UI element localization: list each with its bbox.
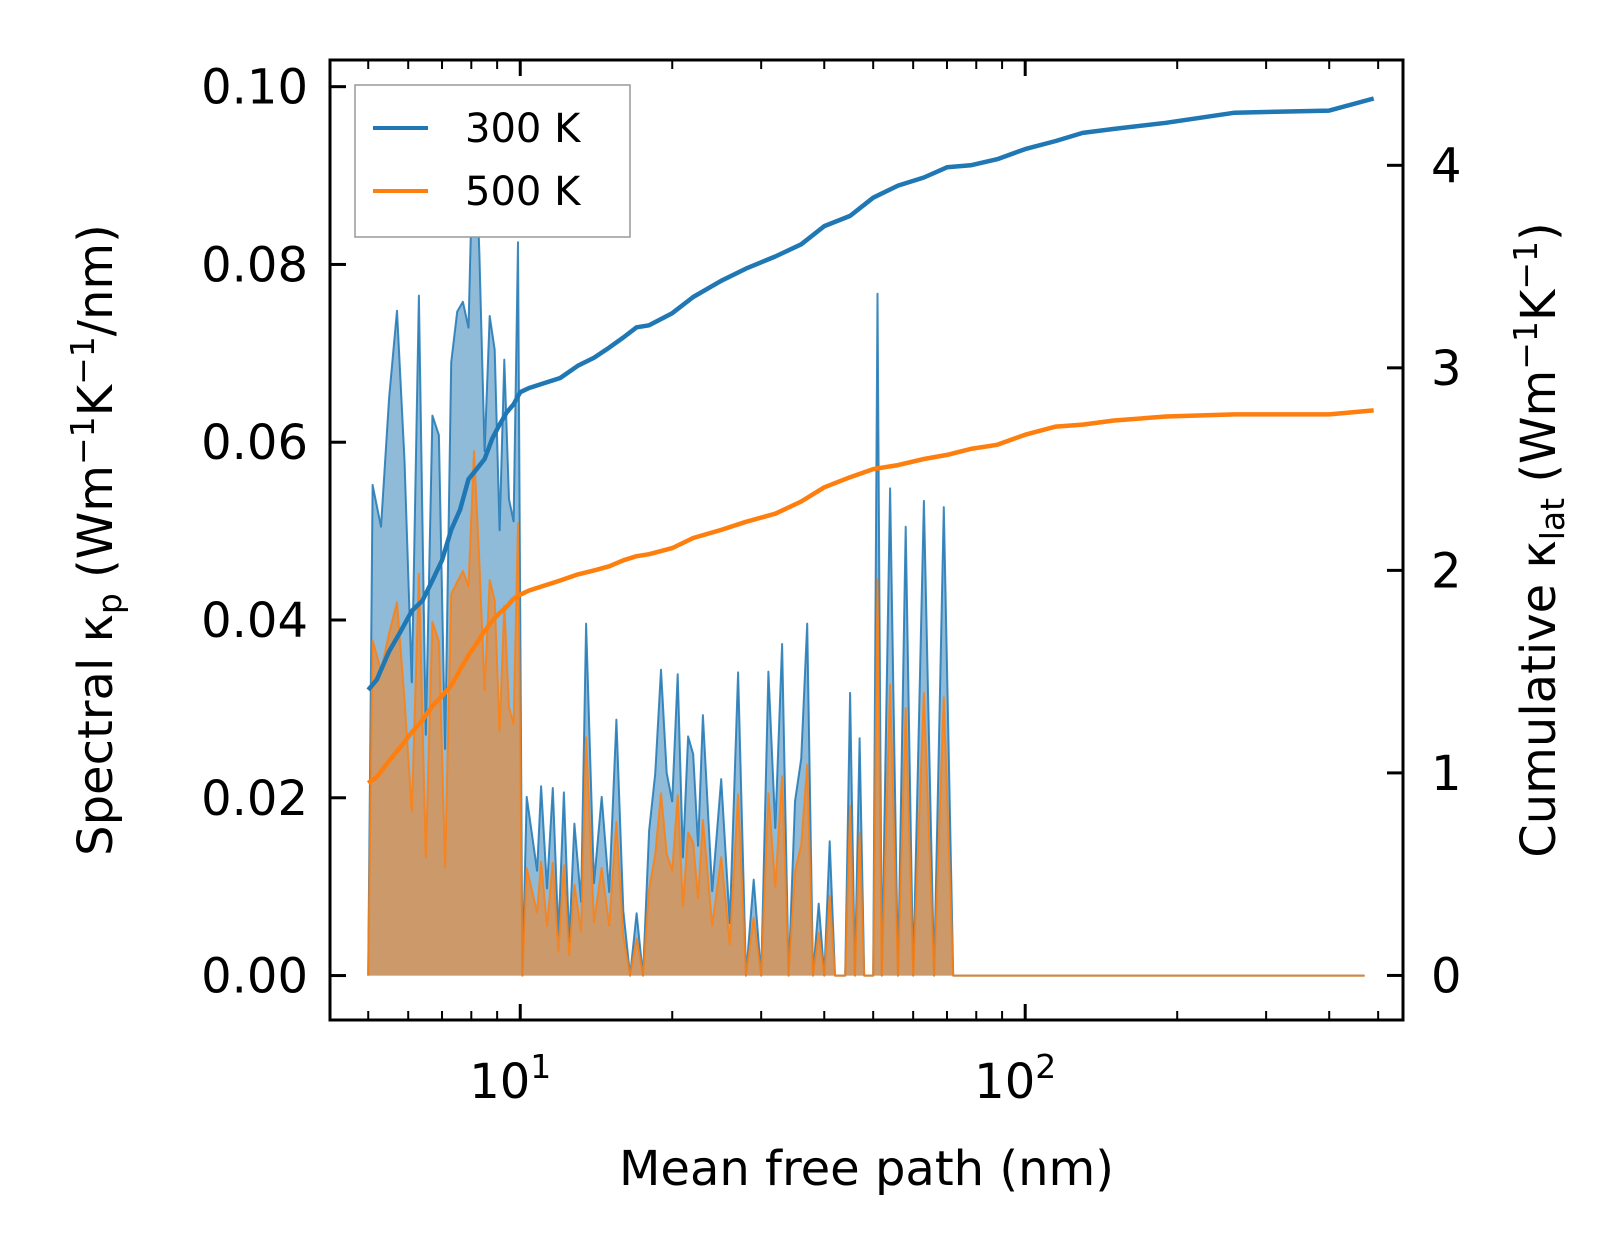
cumulative-series-group: [366, 96, 1375, 785]
x-axis-label: Mean free path (nm): [619, 1141, 1114, 1197]
y-left-tick-label: 0.08: [201, 237, 308, 293]
y-right-tick-label: 0: [1431, 948, 1462, 1004]
y-axis-label-right: Cumulative κlat (Wm−1K−1): [1506, 222, 1572, 858]
y-left-tick-label: 0.04: [201, 593, 308, 649]
ylabel-right-main: Cumulative κ: [1511, 540, 1567, 858]
x-tick-label: 102: [974, 1047, 1056, 1110]
plot-frame: [328, 58, 1405, 1022]
y-left-tick-label: 0.10: [201, 60, 308, 116]
legend: 300 K 500 K: [354, 84, 631, 238]
ylabel-left-main: Spectral κ: [68, 614, 124, 856]
y-right-tick-label: 4: [1431, 138, 1462, 194]
y-right-tick-label: 3: [1431, 341, 1462, 397]
ylabel-left-sub: p: [90, 593, 129, 614]
legend-label-500k: 500 K: [465, 169, 582, 215]
ylabel-right-unit-close: ): [1511, 222, 1567, 241]
y-right-tick-label: 2: [1431, 543, 1462, 599]
axis-ticks: 101 102 0.00 0.02 0.04 0.06 0.08 0.10 0 1 2 3 4: [201, 60, 1461, 1110]
cumulative-line-500k: [366, 408, 1374, 785]
ylabel-right-sup1: −1: [1506, 321, 1545, 370]
cumulative-line-300k: [366, 96, 1375, 692]
ylabel-left-unit-open: (Wm: [68, 465, 124, 593]
ylabel-left-sup1: −1: [63, 416, 102, 465]
x-tick-label: 101: [469, 1047, 551, 1110]
ylabel-right-unit-open: (Wm: [1511, 370, 1567, 498]
y-right-tick-label: 1: [1431, 746, 1462, 802]
legend-label-300k: 300 K: [465, 106, 582, 152]
y-left-tick-label: 0.00: [201, 949, 308, 1005]
legend-box: [354, 84, 631, 238]
ylabel-left-sup2: −1: [63, 336, 102, 385]
ylabel-right-k: K: [1511, 288, 1567, 321]
ylabel-right-sub: lat: [1533, 498, 1572, 540]
ylabel-left-k: K: [68, 383, 124, 416]
ylabel-right-sup2: −1: [1506, 241, 1545, 290]
y-left-tick-label: 0.06: [201, 415, 308, 471]
ylabel-left-unit-close: /nm): [68, 224, 124, 336]
y-axis-label-left: Spectral κp (Wm−1K−1/nm): [63, 224, 129, 856]
spectral-series-group: [367, 103, 1365, 977]
y-left-tick-label: 0.02: [201, 771, 308, 827]
spectral-line-500k: [367, 450, 1365, 977]
